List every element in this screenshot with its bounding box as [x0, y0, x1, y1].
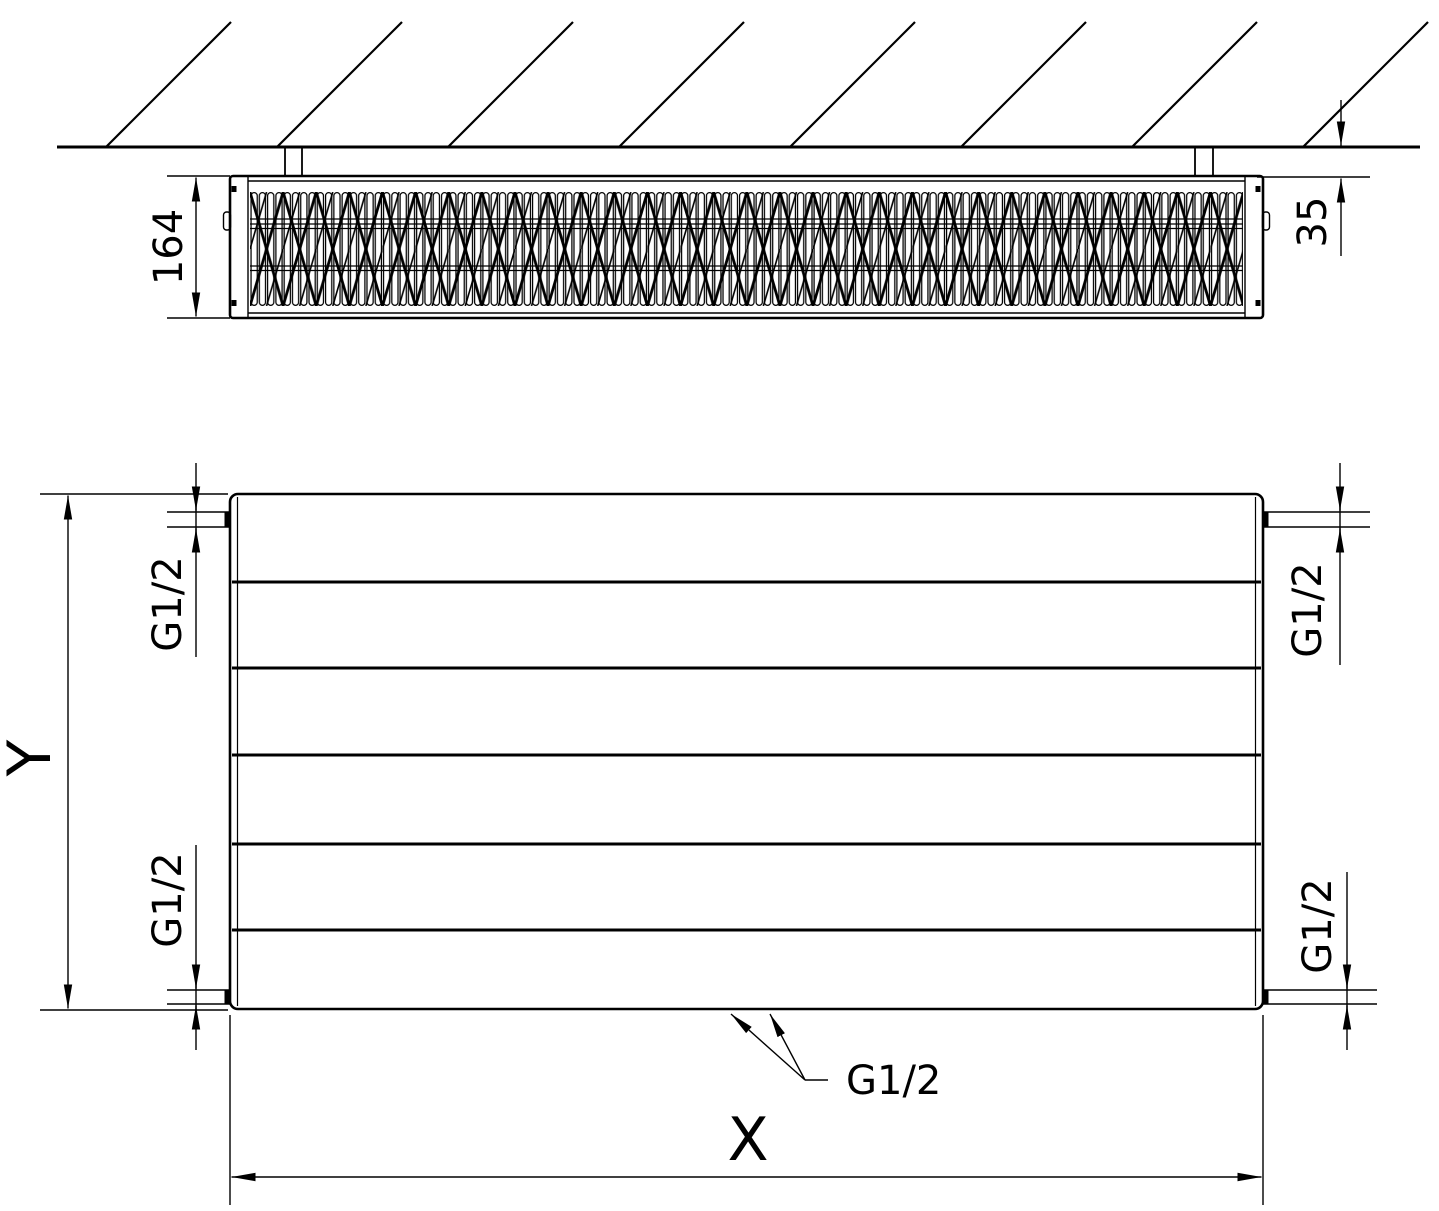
- dimension-wall-distance-35: 35: [1257, 100, 1370, 256]
- port-top-right: [1263, 511, 1370, 528]
- hatch-line: [105, 21, 232, 148]
- g12-top-right-label: G1/2: [1285, 562, 1331, 657]
- hatch-line: [447, 21, 574, 148]
- dimension-g12-bottom-right: G1/2: [1295, 872, 1352, 1050]
- hatch-line: [960, 21, 1087, 148]
- length-label: X: [727, 1105, 768, 1175]
- wall-hatching: [105, 21, 1429, 148]
- hatch-line: [1302, 21, 1429, 148]
- depth-label: 164: [146, 209, 192, 285]
- mounting-bracket-right: [1194, 147, 1214, 177]
- port-top-left: [167, 511, 230, 528]
- end-cap-left: [222, 177, 249, 317]
- height-label: Y: [0, 739, 65, 777]
- dimension-g12-top-left: G1/2: [145, 463, 201, 657]
- end-cap-right: [1244, 177, 1271, 317]
- leader-g12-bottom-center: G1/2: [730, 1013, 941, 1104]
- front-panel: [228, 492, 1265, 1011]
- fin-loop-pattern: [250, 192, 1243, 306]
- top-view: [222, 174, 1271, 320]
- dimension-depth-164: 164: [146, 175, 230, 319]
- port-bottom-right: [1263, 989, 1377, 1005]
- hatch-line: [1131, 21, 1258, 148]
- hatch-line: [618, 21, 745, 148]
- g12-bottom-center-label: G1/2: [846, 1058, 941, 1104]
- port-bottom-left: [167, 989, 230, 1005]
- dimension-g12-top-right: G1/2: [1285, 463, 1345, 665]
- wall-distance-label: 35: [1290, 197, 1336, 248]
- hatch-line: [789, 21, 916, 148]
- front-view: [167, 492, 1377, 1011]
- g12-bottom-right-label: G1/2: [1295, 878, 1341, 973]
- mounting-bracket-left: [284, 147, 303, 177]
- g12-bottom-left-label: G1/2: [145, 852, 191, 947]
- dimension-height-Y: Y: [0, 493, 228, 1011]
- g12-top-left-label: G1/2: [145, 556, 191, 651]
- hatch-line: [276, 21, 403, 148]
- dimension-length-X: X: [229, 1015, 1264, 1205]
- dimension-g12-bottom-left: G1/2: [145, 845, 201, 1050]
